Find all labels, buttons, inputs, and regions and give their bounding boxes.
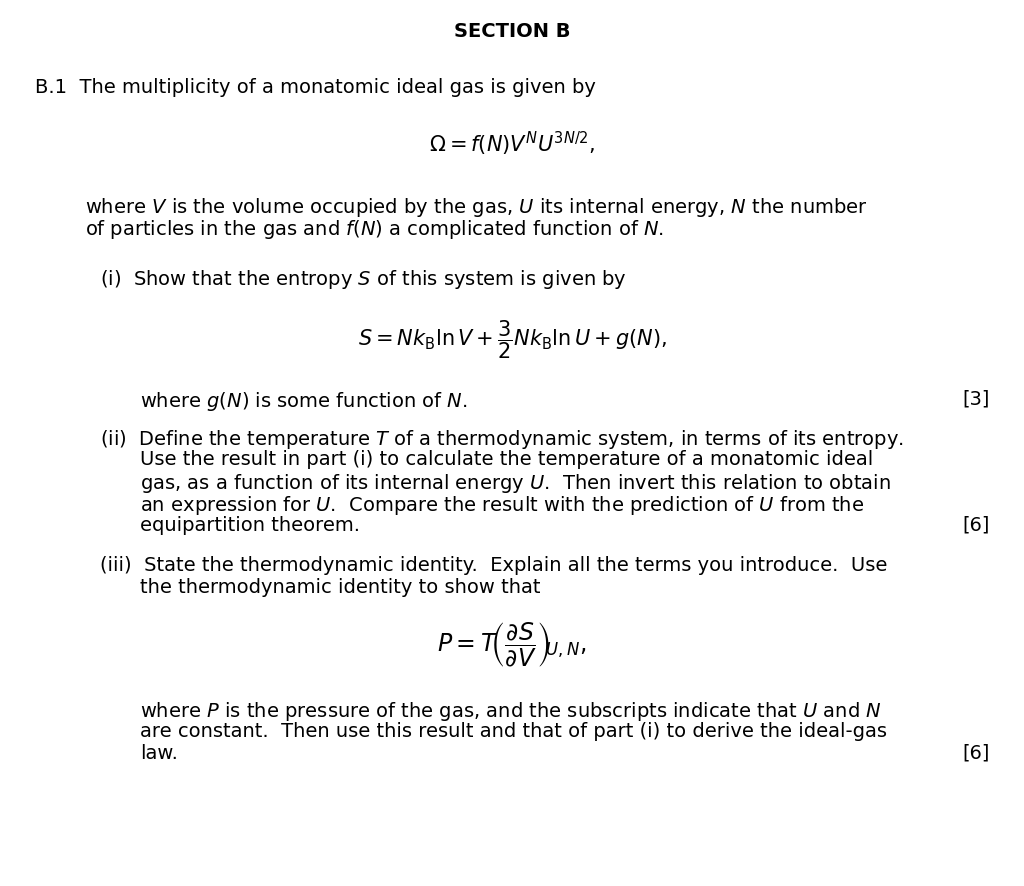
Text: B.1  The multiplicity of a monatomic ideal gas is given by: B.1 The multiplicity of a monatomic idea… (35, 78, 596, 97)
Text: $\Omega = f(N)V^N U^{3N/2},$: $\Omega = f(N)V^N U^{3N/2},$ (429, 130, 595, 158)
Text: (ii)  Define the temperature $T$ of a thermodynamic system, in terms of its entr: (ii) Define the temperature $T$ of a the… (100, 428, 904, 450)
Text: Use the result in part (i) to calculate the temperature of a monatomic ideal: Use the result in part (i) to calculate … (140, 449, 873, 469)
Text: $S = Nk_{\mathrm{B}} \ln V + \dfrac{3}{2}Nk_{\mathrm{B}} \ln U + g(N),$: $S = Nk_{\mathrm{B}} \ln V + \dfrac{3}{2… (357, 318, 667, 360)
Text: where $V$ is the volume occupied by the gas, $U$ its internal energy, $N$ the nu: where $V$ is the volume occupied by the … (85, 196, 867, 219)
Text: an expression for $U$.  Compare the result with the prediction of $U$ from the: an expression for $U$. Compare the resul… (140, 494, 864, 517)
Text: gas, as a function of its internal energy $U$.  Then invert this relation to obt: gas, as a function of its internal energ… (140, 471, 891, 494)
Text: SECTION B: SECTION B (454, 22, 570, 41)
Text: law.: law. (140, 743, 178, 762)
Text: of particles in the gas and $f(N)$ a complicated function of $N$.: of particles in the gas and $f(N)$ a com… (85, 218, 664, 241)
Text: [6]: [6] (963, 516, 990, 534)
Text: $P = T\!\left(\dfrac{\partial S}{\partial V}\right)_{\!\!U,N},$: $P = T\!\left(\dfrac{\partial S}{\partia… (437, 619, 587, 668)
Text: are constant.  Then use this result and that of part (i) to derive the ideal-gas: are constant. Then use this result and t… (140, 721, 887, 740)
Text: (iii)  State the thermodynamic identity.  Explain all the terms you introduce.  : (iii) State the thermodynamic identity. … (100, 556, 888, 574)
Text: (i)  Show that the entropy $S$ of this system is given by: (i) Show that the entropy $S$ of this sy… (100, 268, 627, 291)
Text: where $P$ is the pressure of the gas, and the subscripts indicate that $U$ and $: where $P$ is the pressure of the gas, an… (140, 699, 882, 722)
Text: [6]: [6] (963, 743, 990, 762)
Text: the thermodynamic identity to show that: the thermodynamic identity to show that (140, 578, 541, 596)
Text: where $g(N)$ is some function of $N$.: where $g(N)$ is some function of $N$. (140, 390, 468, 413)
Text: equipartition theorem.: equipartition theorem. (140, 516, 360, 534)
Text: [3]: [3] (963, 390, 990, 408)
